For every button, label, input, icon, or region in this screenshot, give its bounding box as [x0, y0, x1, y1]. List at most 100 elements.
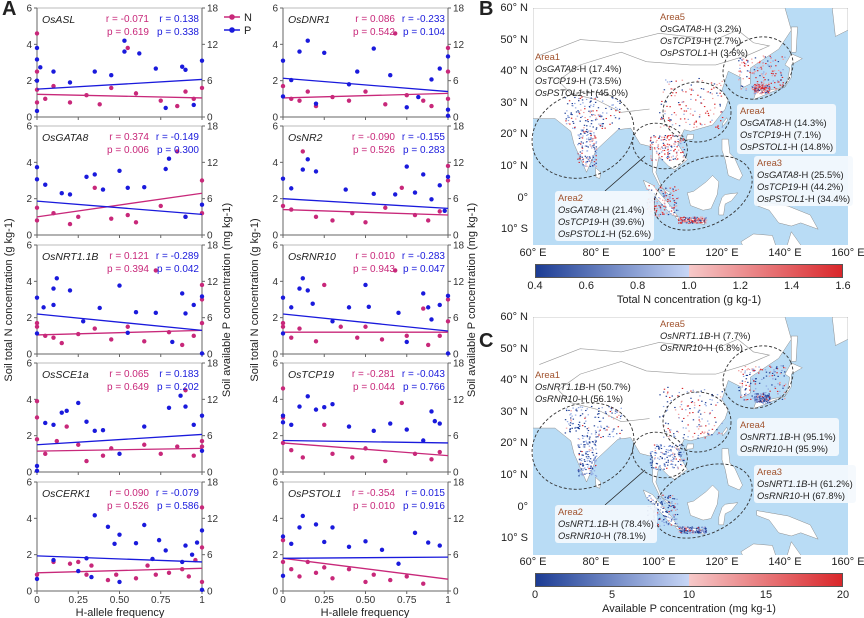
soil-value-pixel: [591, 471, 593, 473]
soil-value-pixel: [689, 88, 691, 90]
soil-value-pixel: [771, 384, 773, 386]
soil-value-pixel: [667, 152, 669, 154]
P-point: [133, 310, 139, 315]
N-point: [280, 324, 286, 329]
soil-value-pixel: [764, 369, 767, 371]
soil-value-pixel: [678, 125, 681, 127]
soil-value-pixel: [664, 191, 666, 193]
soil-value-pixel: [676, 508, 679, 510]
soil-value-pixel: [677, 453, 680, 455]
soil-value-pixel: [701, 222, 703, 224]
gene-name: OsNRT1.1B: [558, 518, 609, 529]
P-point: [404, 339, 409, 345]
soil-value-pixel: [588, 139, 590, 141]
y-tick-left: 6: [272, 122, 278, 133]
P-point: [34, 463, 40, 469]
allele-frequency: -H (7.7%): [710, 330, 751, 341]
x-tick-label: 0.75: [151, 595, 171, 606]
soil-value-pixel: [585, 469, 587, 471]
soil-value-pixel: [582, 437, 584, 439]
soil-value-pixel: [653, 147, 656, 149]
soil-value-pixel: [753, 73, 755, 75]
soil-value-pixel: [662, 199, 664, 201]
soil-value-pixel: [685, 110, 688, 112]
soil-value-pixel: [668, 159, 671, 161]
P-point: [289, 186, 294, 191]
P-regression-line: [36, 555, 203, 563]
soil-value-pixel: [752, 397, 754, 399]
soil-value-pixel: [590, 100, 592, 102]
soil-value-pixel: [669, 197, 671, 199]
soil-value-pixel: [687, 424, 689, 426]
y-tick-right: 18: [453, 241, 465, 252]
N-point: [84, 572, 89, 577]
soil-value-pixel: [588, 468, 590, 470]
P-point: [84, 174, 89, 180]
n-r-value: r = 0.121: [109, 251, 149, 262]
P-point: [396, 310, 401, 316]
soil-value-pixel: [593, 461, 596, 463]
soil-value-pixel: [663, 136, 666, 138]
soil-value-pixel: [665, 395, 668, 397]
soil-value-pixel: [663, 453, 665, 455]
soil-value-pixel: [701, 527, 704, 529]
y-tick-right: 18: [207, 478, 219, 489]
soil-value-pixel: [598, 434, 600, 436]
P-point: [51, 302, 56, 308]
y-tick-right: 18: [207, 359, 219, 370]
soil-value-pixel: [662, 147, 664, 150]
soil-value-pixel: [768, 84, 770, 86]
soil-value-pixel: [759, 398, 761, 400]
soil-value-pixel: [781, 56, 783, 58]
soil-value-pixel: [760, 393, 762, 395]
latitude-label: 30° N: [500, 405, 528, 418]
soil-value-pixel: [673, 207, 675, 209]
soil-value-pixel: [672, 158, 675, 160]
soil-value-pixel: [658, 205, 660, 207]
soil-value-pixel: [718, 432, 720, 434]
soil-value-pixel: [697, 411, 700, 413]
soil-value-pixel: [579, 406, 582, 408]
soil-value-pixel: [666, 401, 669, 403]
soil-value-pixel: [703, 105, 706, 108]
soil-value-pixel: [766, 87, 769, 89]
soil-value-pixel: [584, 120, 587, 122]
soil-value-pixel: [662, 494, 664, 496]
N-regression-line: [282, 442, 449, 457]
soil-value-pixel: [586, 150, 588, 152]
P-point: [81, 319, 86, 324]
soil-value-pixel: [579, 424, 581, 426]
soil-value-pixel: [669, 106, 671, 108]
soil-value-pixel: [758, 89, 761, 91]
soil-value-pixel: [682, 427, 685, 429]
P-point: [34, 45, 40, 51]
gene-label: OsNR2: [288, 132, 323, 144]
soil-value-pixel: [661, 520, 663, 522]
soil-value-pixel: [682, 218, 684, 220]
soil-value-pixel: [672, 456, 674, 458]
soil-value-pixel: [669, 517, 671, 519]
soil-value-pixel: [766, 394, 769, 396]
soil-value-pixel: [689, 123, 691, 126]
soil-value-pixel: [716, 92, 718, 94]
soil-value-pixel: [667, 496, 669, 498]
soil-value-pixel: [759, 75, 761, 77]
soil-value-pixel: [650, 500, 652, 503]
soil-value-pixel: [610, 407, 613, 410]
soil-value-pixel: [703, 217, 705, 219]
soil-value-pixel: [611, 104, 614, 106]
soil-value-pixel: [571, 427, 573, 429]
soil-value-pixel: [580, 109, 582, 111]
y-tick-left: 4: [272, 158, 278, 169]
y-tick-right: 12: [453, 395, 465, 406]
P-point: [310, 301, 315, 306]
gene-name: OsGATA8: [535, 63, 577, 74]
soil-value-pixel: [664, 515, 666, 517]
soil-value-pixel: [664, 196, 666, 198]
soil-value-pixel: [577, 407, 580, 409]
soil-value-pixel: [751, 62, 754, 64]
soil-value-pixel: [672, 155, 675, 157]
soil-value-pixel: [661, 458, 663, 460]
soil-value-pixel: [579, 459, 581, 461]
